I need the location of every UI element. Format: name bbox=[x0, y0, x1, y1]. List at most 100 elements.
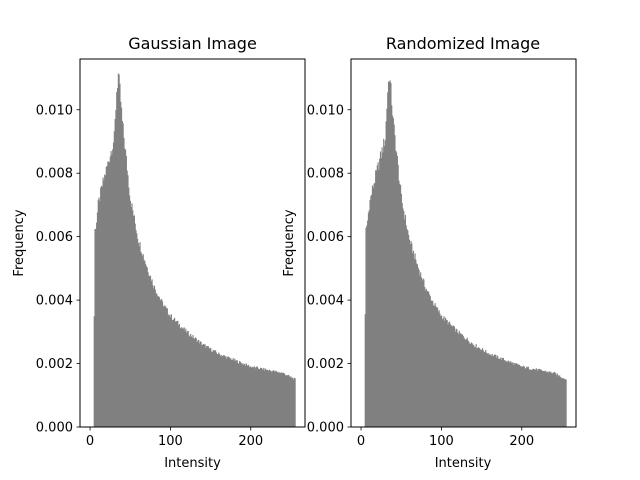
histogram-bar bbox=[227, 356, 229, 427]
histogram-bar bbox=[509, 362, 511, 427]
histogram-bar bbox=[542, 371, 544, 427]
histogram-bar bbox=[563, 378, 565, 427]
histogram-bar bbox=[284, 373, 286, 427]
y-axis-label: Frequency bbox=[282, 209, 297, 276]
histogram-bar bbox=[168, 315, 170, 427]
histogram-bar bbox=[374, 182, 376, 427]
histogram-bar bbox=[133, 216, 135, 427]
histogram-bar bbox=[451, 325, 453, 427]
histogram-bar bbox=[466, 337, 468, 427]
histogram-bar bbox=[238, 363, 240, 427]
histogram-bar bbox=[511, 362, 513, 427]
histogram-bar bbox=[123, 137, 125, 427]
histogram-bar bbox=[409, 244, 411, 427]
histogram-bar bbox=[235, 360, 238, 427]
histogram-bar bbox=[412, 250, 415, 427]
histogram-bar bbox=[157, 296, 160, 427]
histogram-bar bbox=[557, 375, 559, 427]
histogram-bar bbox=[268, 370, 270, 427]
x-axis-ticks: 0 100 200 bbox=[357, 427, 534, 449]
histogram-bar bbox=[470, 342, 472, 427]
histogram-bar bbox=[427, 290, 429, 427]
histogram-bar bbox=[554, 372, 556, 427]
histogram-bar bbox=[102, 177, 104, 427]
histogram-bar bbox=[141, 253, 143, 427]
histogram-bar bbox=[512, 362, 514, 427]
y-axis-label: Frequency bbox=[12, 209, 27, 276]
histogram-bar bbox=[510, 361, 512, 427]
panel-title: Gaussian Image bbox=[128, 34, 257, 53]
histogram-bar bbox=[219, 356, 221, 427]
histogram-bar bbox=[190, 336, 193, 427]
histogram-bar bbox=[514, 362, 516, 427]
histogram-bar bbox=[392, 118, 394, 428]
histogram-bar bbox=[138, 246, 140, 427]
histogram-bar bbox=[453, 326, 456, 427]
histogram-bar bbox=[226, 358, 228, 427]
histogram-bar bbox=[111, 154, 113, 428]
histogram-bar bbox=[504, 360, 506, 427]
histogram-bar bbox=[274, 370, 276, 427]
histogram-bar bbox=[253, 366, 255, 427]
histogram-bar bbox=[424, 286, 426, 427]
histogram-bar bbox=[126, 170, 128, 427]
histogram-bar bbox=[106, 166, 108, 427]
histogram-bar bbox=[489, 353, 491, 427]
histogram-bar bbox=[562, 378, 564, 427]
histogram-bar bbox=[555, 375, 558, 427]
histogram-bar bbox=[222, 355, 224, 427]
histogram-bar bbox=[112, 142, 115, 427]
histogram-bar bbox=[488, 355, 490, 427]
histogram-bar bbox=[498, 358, 501, 427]
histogram-bar bbox=[170, 317, 172, 427]
histogram-bar bbox=[96, 212, 99, 427]
histogram-bar bbox=[441, 315, 443, 427]
histogram-bar bbox=[507, 360, 509, 427]
histogram-bar bbox=[398, 180, 400, 427]
histogram-bar bbox=[162, 306, 164, 427]
histogram-bar bbox=[473, 346, 476, 427]
histogram-bar bbox=[230, 358, 232, 427]
histogram-bar bbox=[213, 351, 215, 427]
histogram-bar bbox=[218, 352, 220, 427]
histogram-bar bbox=[424, 290, 427, 427]
histogram-bar bbox=[422, 278, 424, 427]
y-tick-label: 0.002 bbox=[36, 357, 73, 372]
histogram-bar bbox=[536, 370, 538, 427]
histogram-bar bbox=[262, 369, 264, 427]
histogram-bar bbox=[423, 279, 425, 427]
histogram-bar bbox=[387, 81, 390, 427]
histogram-bar bbox=[104, 174, 106, 427]
histogram-bar bbox=[563, 379, 566, 427]
histogram-bar bbox=[446, 320, 448, 427]
histogram-bar bbox=[438, 310, 440, 427]
histogram-bar bbox=[460, 333, 462, 427]
histogram-bar bbox=[501, 360, 503, 427]
x-tick-label: 200 bbox=[509, 434, 534, 449]
histogram-bar bbox=[140, 251, 142, 427]
histogram-bar bbox=[455, 328, 457, 427]
histogram-bar bbox=[441, 319, 443, 427]
histogram-bar bbox=[428, 291, 430, 427]
histogram-bar bbox=[418, 269, 420, 427]
histogram-bar bbox=[375, 170, 378, 428]
histogram-bar bbox=[364, 314, 366, 427]
histogram-bar bbox=[416, 263, 418, 427]
histogram-bar bbox=[128, 187, 130, 427]
histogram-bar bbox=[472, 344, 474, 427]
histogram-bar bbox=[127, 175, 129, 427]
histogram-bar bbox=[217, 354, 219, 427]
histogram-bar bbox=[476, 348, 478, 427]
histogram-bar bbox=[142, 254, 144, 427]
histogram-bar bbox=[474, 347, 476, 427]
x-axis-label: Intensity bbox=[435, 456, 492, 471]
histogram-bar bbox=[502, 357, 504, 427]
histogram-bar bbox=[177, 320, 179, 427]
histogram-bar bbox=[419, 275, 421, 427]
histogram-bar bbox=[405, 225, 407, 427]
y-tick-label: 0.000 bbox=[36, 421, 73, 436]
histogram-bar bbox=[421, 280, 423, 427]
histogram-bar bbox=[479, 348, 481, 427]
histogram-bar bbox=[546, 371, 548, 427]
histogram-bar bbox=[516, 363, 518, 427]
